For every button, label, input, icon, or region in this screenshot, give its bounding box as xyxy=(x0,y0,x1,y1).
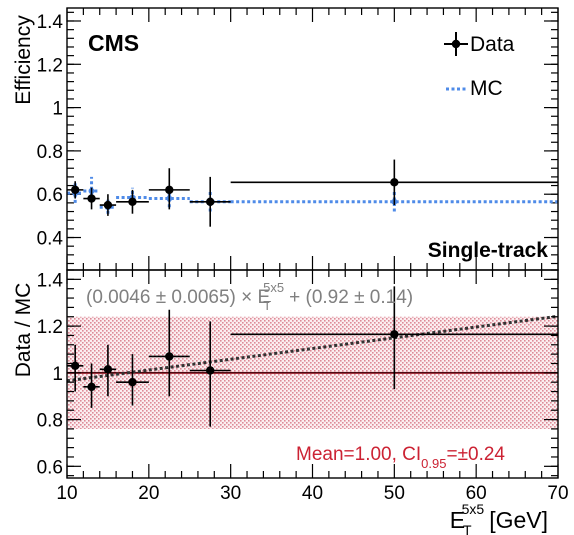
xtick-label: 30 xyxy=(220,483,241,504)
x-axis-label: ET5x5 [GeV] xyxy=(450,501,548,535)
upper-ytick-label: 0.8 xyxy=(37,142,63,163)
lower-ytick-label: 1.4 xyxy=(37,270,64,291)
upper-ytick-label: 1.4 xyxy=(37,12,64,33)
lower-y-axis-label: Data / MC xyxy=(12,283,35,378)
upper-ytick-label: 0.4 xyxy=(37,229,64,250)
upper-ytick-label: 1 xyxy=(52,99,63,120)
legend-data-label: Data xyxy=(470,33,515,56)
fit-label: (0.0046 ± 0.0065) × ET5x5 + (0.92 ± 0.14) xyxy=(86,280,413,313)
ratio-point-marker xyxy=(103,365,113,374)
lower-ytick-label: 0.6 xyxy=(37,457,63,478)
data-series xyxy=(67,159,558,227)
mean-label: Mean=1.00, CI0.95=±0.24 xyxy=(296,444,505,471)
upper-panel: 0.4 0.6 0.8 1 1.2 1.4 Efficiency CMS Single-t… xyxy=(12,7,559,271)
lower-ytick-label: 1.2 xyxy=(37,317,63,338)
xtick-label: 10 xyxy=(56,483,77,504)
fit-line xyxy=(66,314,559,383)
ratio-point-marker xyxy=(128,377,137,387)
ratio-point-marker xyxy=(390,330,399,339)
xtick-label: 20 xyxy=(138,483,159,504)
data-point-marker xyxy=(206,197,215,206)
legend-data-marker xyxy=(451,39,461,49)
data-point-marker xyxy=(390,178,399,187)
upper-y-axis-ticks: 0.4 0.6 0.8 1 1.2 1.4 xyxy=(37,11,558,265)
ci-band xyxy=(66,314,559,429)
legend-mc-label: MC xyxy=(470,77,503,100)
xtick-label: 60 xyxy=(466,483,487,504)
lower-panel: 0.6 0.8 1 1.2 1.4 10 20 30 40 50 60 70 Data / MC (… xyxy=(12,269,569,535)
lower-ytick-label: 0.8 xyxy=(37,411,63,432)
xtick-label: 70 xyxy=(547,483,568,504)
ratio-point-marker xyxy=(70,361,80,371)
xtick-label: 40 xyxy=(302,483,323,504)
upper-ytick-label: 1.2 xyxy=(37,55,63,76)
ratio-series xyxy=(67,286,558,427)
category-label: Single-track xyxy=(428,239,549,262)
upper-y-axis-label: Efficiency xyxy=(12,15,35,105)
data-point-marker xyxy=(87,194,96,203)
ratio-point-marker xyxy=(206,366,215,375)
data-point-marker xyxy=(165,185,174,195)
xtick-label: 50 xyxy=(384,483,405,504)
data-point-marker xyxy=(103,200,113,210)
lower-frame xyxy=(66,269,559,479)
upper-ytick-label: 0.6 xyxy=(37,185,63,206)
legend: Data MC xyxy=(444,32,515,100)
lower-ytick-label: 1 xyxy=(52,364,63,385)
ratio-point-marker xyxy=(87,382,96,392)
ratio-point-marker xyxy=(165,352,174,361)
experiment-label: CMS xyxy=(88,30,139,56)
data-point-marker xyxy=(128,197,137,206)
data-point-marker xyxy=(70,185,80,195)
